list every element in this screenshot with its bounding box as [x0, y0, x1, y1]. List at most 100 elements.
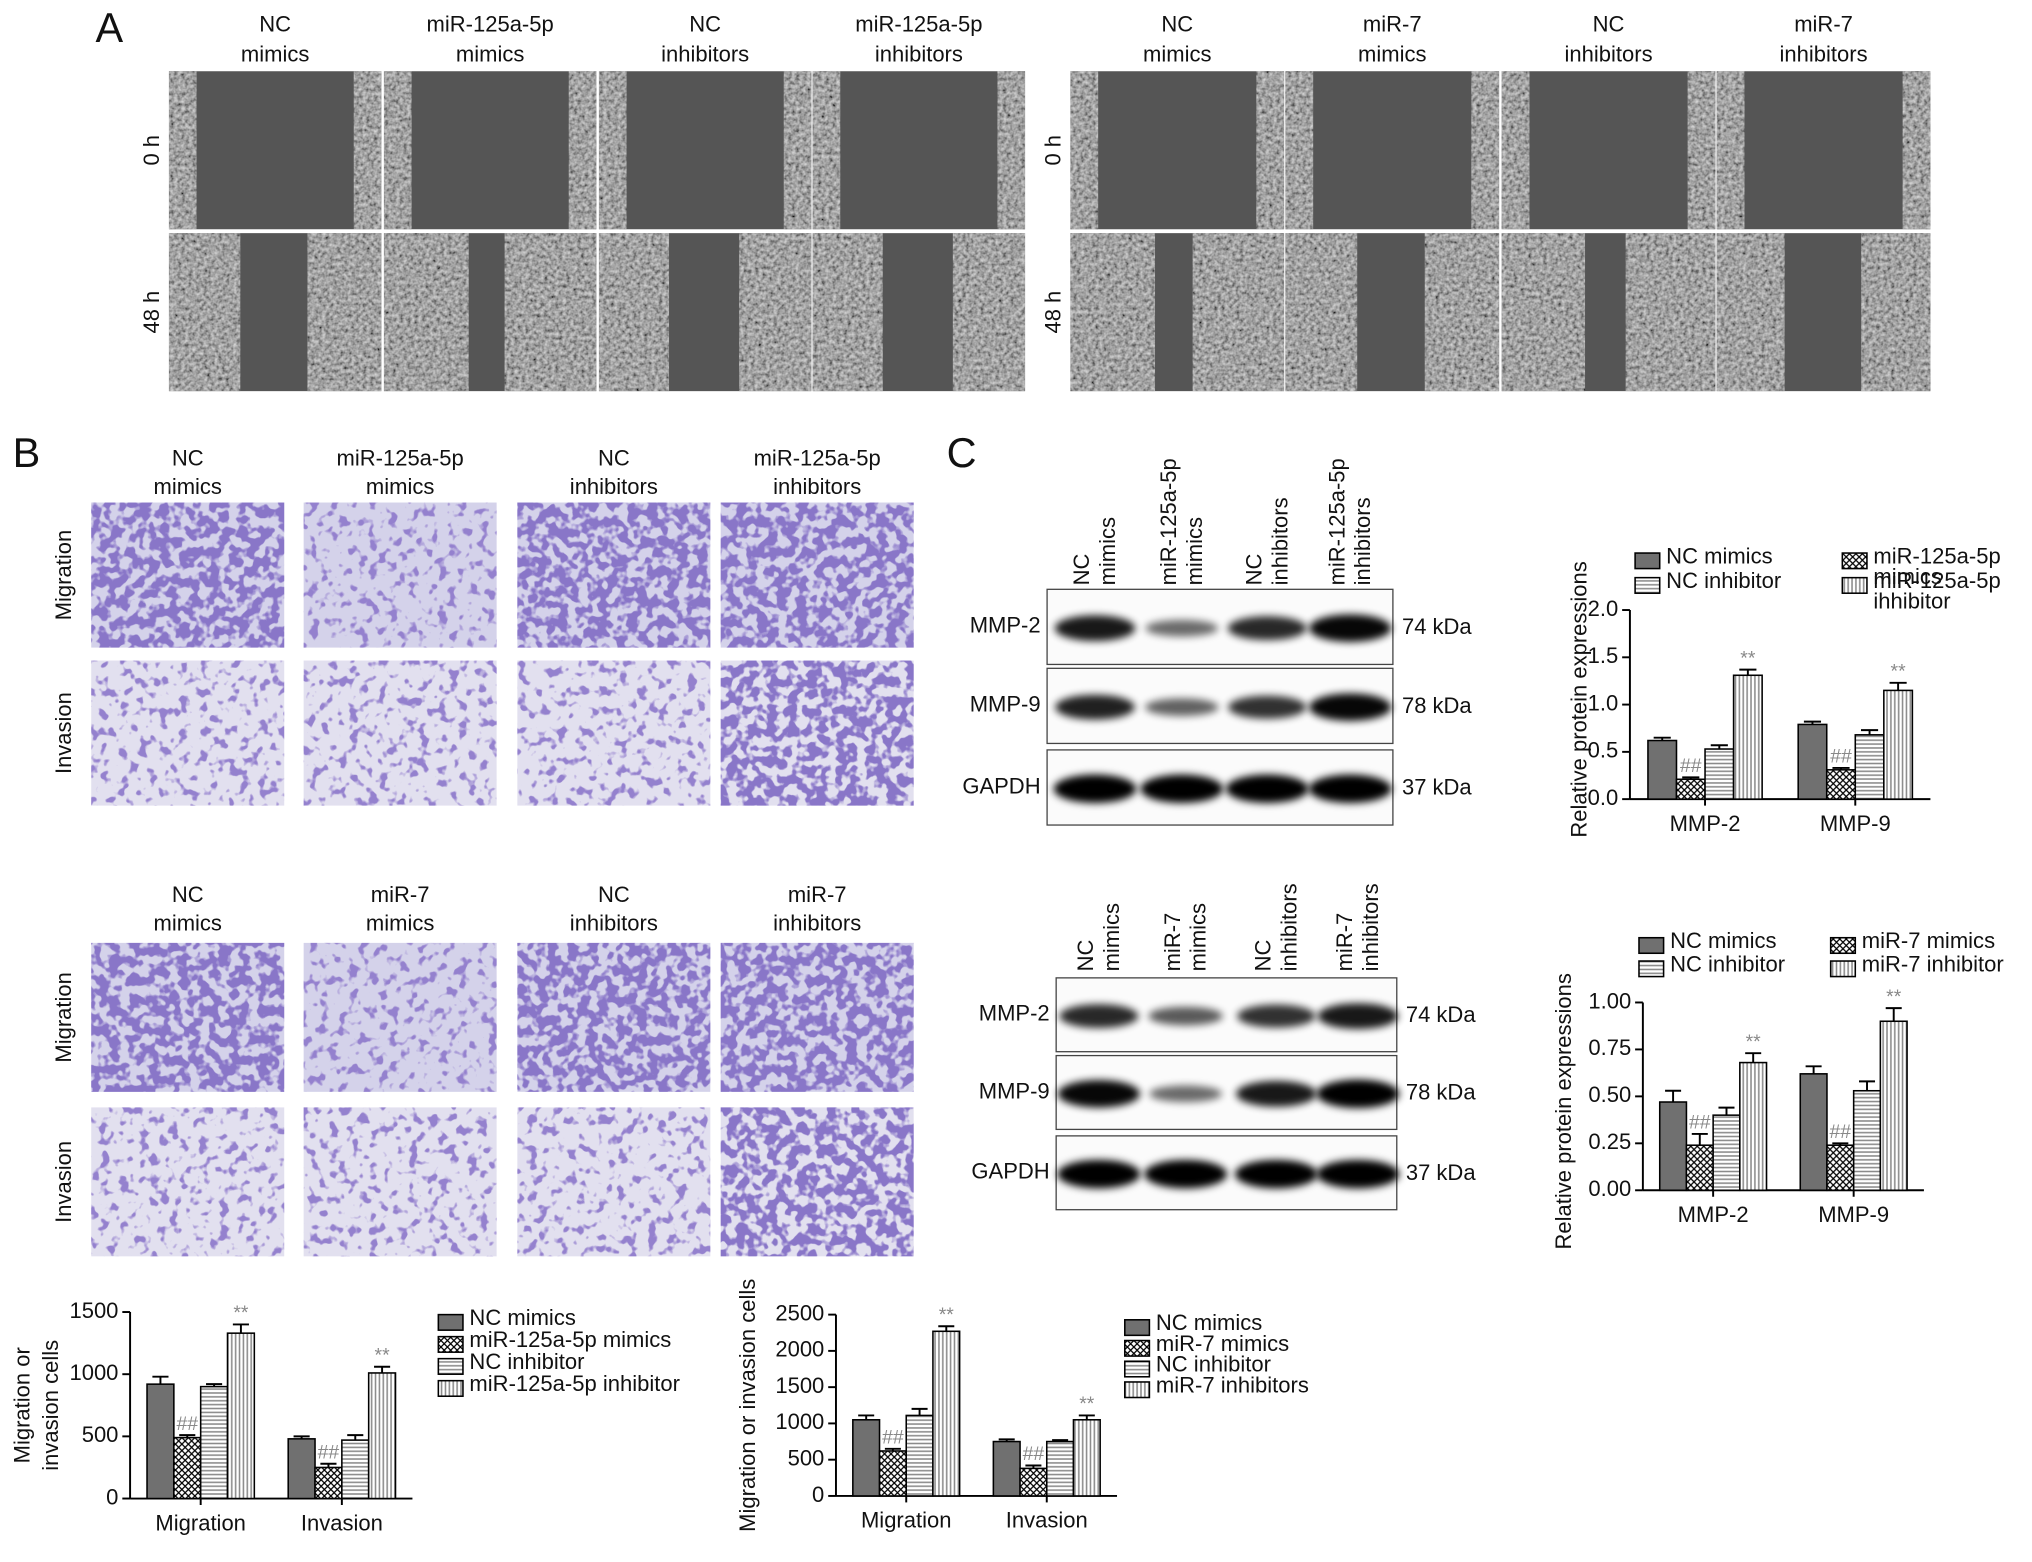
- legend-label-box: miR-7 inhibitor: [1862, 955, 2004, 976]
- column-header: mimics: [456, 42, 524, 67]
- stained-cells: [91, 660, 285, 806]
- bar: [1799, 1073, 1828, 1192]
- size-label: 37 kDa: [1406, 1160, 1476, 1185]
- y-tick-label: 1000: [69, 1360, 118, 1385]
- legend-label-box: NC mimics: [1666, 547, 1772, 568]
- stained-cells: [303, 1107, 497, 1257]
- legend-swatch: [1829, 960, 1857, 978]
- column-header: mimics: [366, 911, 434, 936]
- bar: [199, 1385, 229, 1500]
- bar: [1826, 1144, 1855, 1192]
- bar: [1712, 1114, 1741, 1192]
- cell-layer: [739, 233, 812, 392]
- x-tick-label: Migration: [155, 1510, 245, 1535]
- column-header: miR-7: [1794, 12, 1853, 37]
- protein-band: [1149, 1085, 1223, 1103]
- bar: [1852, 1089, 1882, 1192]
- protein-label: GAPDH: [962, 773, 1040, 798]
- legend-label-box: NC inhibitor: [469, 1352, 584, 1373]
- row-label: Invasion: [51, 692, 76, 774]
- y-tick-label: 0.00: [1588, 1176, 1631, 1201]
- column-header: mimics: [1358, 42, 1426, 67]
- protein-band: [1309, 614, 1392, 642]
- micrograph: [812, 71, 1026, 230]
- column-header: miR-7: [788, 882, 847, 907]
- legend-label: miR-7 mimics: [1155, 1334, 1290, 1357]
- legend-label: NC inhibitor: [1670, 954, 1786, 977]
- bar: [992, 1440, 1021, 1497]
- column-header: mimics: [241, 42, 309, 67]
- protein-band: [1316, 1159, 1400, 1189]
- stained-cells: [91, 502, 285, 648]
- lane-label: NC: [1073, 940, 1098, 972]
- lane-label: mimics: [1095, 517, 1120, 585]
- legend-label: miR-125a-5p mimics: [469, 1330, 672, 1353]
- panel-label: A: [96, 4, 124, 51]
- stained-cells: [303, 942, 497, 1092]
- column-header: inhibitors: [1565, 42, 1653, 67]
- panel-label: B: [13, 429, 41, 476]
- micrograph: [1285, 71, 1500, 230]
- lane-label: inhibitors: [1358, 883, 1383, 971]
- column-header: mimics: [366, 474, 434, 499]
- protein-band: [1145, 619, 1219, 637]
- legend-label: miR-7 inhibitors: [1155, 1375, 1309, 1398]
- cell-layer: [168, 233, 241, 392]
- size-label: 78 kDa: [1402, 693, 1472, 718]
- significance-label: ##: [1680, 755, 1702, 777]
- x-tick-label: MMP-9: [1820, 811, 1891, 836]
- cell-layer: [1285, 71, 1314, 230]
- column-header: mimics: [154, 911, 222, 936]
- stained-cells: [517, 1107, 711, 1257]
- y-tick-label: 0: [812, 1482, 824, 1507]
- lane-label: miR-125a-5p: [1156, 458, 1181, 585]
- y-axis-label: invasion cells: [38, 1340, 63, 1471]
- legend-label-box: miR-7 mimics: [1862, 931, 1995, 952]
- stained-cells: [303, 502, 497, 648]
- cell-layer: [997, 71, 1026, 230]
- lane-label: miR-7: [1160, 913, 1185, 972]
- significance-label: **: [1746, 1031, 1762, 1053]
- stained-cells: [517, 502, 711, 648]
- stained-cells: [91, 942, 285, 1092]
- cell-layer: [307, 233, 382, 392]
- bar: [878, 1450, 908, 1497]
- column-header: mimics: [154, 474, 222, 499]
- protein-band: [1053, 774, 1137, 804]
- y-tick-label: 1.00: [1588, 988, 1631, 1013]
- legend-label: NC mimics: [469, 1308, 576, 1331]
- y-tick-label: 1500: [69, 1298, 118, 1323]
- y-tick-label: 500: [82, 1422, 119, 1447]
- protein-band: [1148, 1006, 1223, 1026]
- bar: [1797, 723, 1828, 800]
- y-tick-label: 2500: [775, 1300, 824, 1325]
- cell-layer: [1501, 71, 1530, 230]
- legend-swatch: [437, 1357, 464, 1375]
- y-tick-label: 0: [106, 1484, 118, 1509]
- significance-label: **: [233, 1302, 249, 1324]
- protein-band: [1059, 1004, 1139, 1029]
- legend-swatch: [1829, 936, 1857, 955]
- legend-swatch: [1124, 1339, 1151, 1357]
- legend-label: miR-125a-5p ihhibitor: [1873, 571, 2001, 615]
- column-header: NC: [1161, 12, 1193, 37]
- cell-layer: [504, 233, 597, 392]
- protein-band: [1057, 1159, 1141, 1189]
- cell-layer: [1861, 233, 1931, 392]
- protein-label: MMP-9: [970, 692, 1041, 717]
- cell-layer: [1256, 71, 1285, 230]
- y-tick-label: 1500: [775, 1373, 824, 1398]
- size-label: 74 kDa: [1406, 1002, 1476, 1027]
- significance-label: ##: [1830, 746, 1852, 768]
- protein-band: [1140, 774, 1224, 804]
- cell-layer: [1070, 71, 1099, 230]
- row-label: Migration: [51, 972, 76, 1062]
- legend-swatch: [1841, 552, 1868, 570]
- bar: [1019, 1467, 1048, 1497]
- protein-label: GAPDH: [971, 1159, 1049, 1184]
- protein-label: MMP-9: [979, 1078, 1050, 1103]
- column-header: miR-125a-5p: [337, 446, 464, 471]
- cell-layer: [568, 71, 597, 230]
- y-tick-label: 2.0: [1588, 596, 1619, 621]
- cell-layer: [383, 71, 412, 230]
